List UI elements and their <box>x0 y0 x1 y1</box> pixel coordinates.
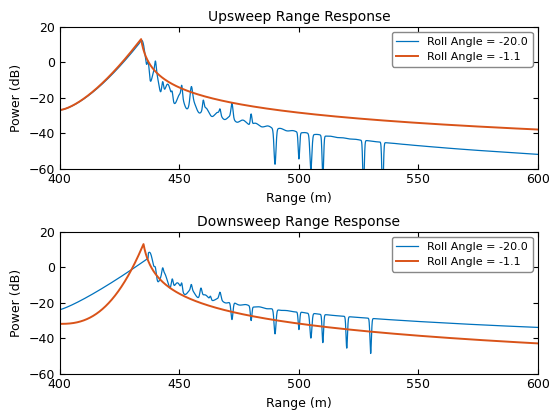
Roll Angle = -1.1 <box>262 316 268 321</box>
Roll Angle = -20.0 <box>258 124 264 129</box>
Y-axis label: Power (dB): Power (dB) <box>10 268 23 337</box>
Roll Angle = -20.0 <box>258 304 264 310</box>
Roll Angle = -1.1 <box>284 320 291 325</box>
Roll Angle = -1.1 <box>262 106 268 111</box>
Y-axis label: Power (dB): Power (dB) <box>10 63 23 131</box>
Title: Upsweep Range Response: Upsweep Range Response <box>208 10 390 24</box>
Roll Angle = -1.1 <box>535 127 542 132</box>
Roll Angle = -20.0 <box>284 129 291 134</box>
Roll Angle = -20.0 <box>146 250 153 255</box>
Roll Angle = -1.1 <box>520 340 527 345</box>
Roll Angle = -20.0 <box>535 152 542 157</box>
Roll Angle = -20.0 <box>57 108 63 113</box>
Roll Angle = -1.1 <box>138 37 144 42</box>
Roll Angle = -1.1 <box>496 339 503 344</box>
Roll Angle = -1.1 <box>404 120 410 125</box>
Roll Angle = -20.0 <box>496 323 503 328</box>
Roll Angle = -20.0 <box>262 306 268 311</box>
Roll Angle = -20.0 <box>262 124 268 129</box>
Line: Roll Angle = -1.1: Roll Angle = -1.1 <box>60 39 538 129</box>
Roll Angle = -1.1 <box>404 332 410 337</box>
Line: Roll Angle = -20.0: Roll Angle = -20.0 <box>60 40 538 195</box>
Roll Angle = -1.1 <box>140 241 147 247</box>
Legend: Roll Angle = -20.0, Roll Angle = -1.1: Roll Angle = -20.0, Roll Angle = -1.1 <box>392 237 533 272</box>
Roll Angle = -20.0 <box>284 308 291 313</box>
Roll Angle = -20.0 <box>379 192 386 197</box>
Line: Roll Angle = -1.1: Roll Angle = -1.1 <box>60 244 538 344</box>
Roll Angle = -1.1 <box>520 126 527 131</box>
Roll Angle = -1.1 <box>496 125 503 130</box>
Legend: Roll Angle = -20.0, Roll Angle = -1.1: Roll Angle = -20.0, Roll Angle = -1.1 <box>392 32 533 66</box>
Roll Angle = -1.1 <box>258 315 264 320</box>
Roll Angle = -20.0 <box>367 351 374 356</box>
X-axis label: Range (m): Range (m) <box>266 397 332 410</box>
Roll Angle = -20.0 <box>404 142 411 147</box>
Roll Angle = -20.0 <box>496 150 503 155</box>
Roll Angle = -1.1 <box>258 105 264 110</box>
X-axis label: Range (m): Range (m) <box>266 192 332 205</box>
Roll Angle = -20.0 <box>57 307 63 312</box>
Roll Angle = -20.0 <box>138 38 145 43</box>
Roll Angle = -20.0 <box>520 324 527 329</box>
Roll Angle = -20.0 <box>520 151 527 156</box>
Line: Roll Angle = -20.0: Roll Angle = -20.0 <box>60 252 538 354</box>
Roll Angle = -1.1 <box>57 108 63 113</box>
Roll Angle = -1.1 <box>57 321 63 326</box>
Title: Downsweep Range Response: Downsweep Range Response <box>198 215 400 229</box>
Roll Angle = -20.0 <box>404 318 411 323</box>
Roll Angle = -1.1 <box>284 109 291 114</box>
Roll Angle = -20.0 <box>535 325 542 330</box>
Roll Angle = -1.1 <box>535 341 542 346</box>
